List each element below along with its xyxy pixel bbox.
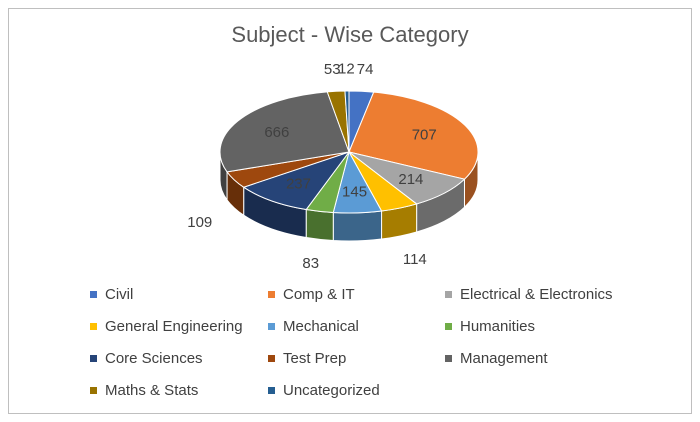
legend-swatch bbox=[445, 291, 452, 298]
legend-swatch bbox=[90, 323, 97, 330]
legend-swatch bbox=[445, 323, 452, 330]
pie-slice-side bbox=[332, 210, 383, 242]
legend-swatch bbox=[268, 387, 275, 394]
data-label: 237 bbox=[286, 176, 311, 193]
data-label: 707 bbox=[412, 126, 437, 143]
legend-label: Test Prep bbox=[283, 350, 347, 367]
legend-item: Uncategorized bbox=[268, 382, 380, 399]
data-label: 109 bbox=[187, 214, 212, 231]
legend-swatch bbox=[445, 355, 452, 362]
data-label: 145 bbox=[342, 184, 367, 201]
legend-item: General Engineering bbox=[90, 318, 243, 335]
data-label: 114 bbox=[403, 251, 427, 268]
legend-label: Electrical & Electronics bbox=[460, 286, 613, 303]
legend-label: Maths & Stats bbox=[105, 382, 199, 399]
legend-label: General Engineering bbox=[105, 318, 243, 335]
legend-label: Humanities bbox=[460, 318, 536, 335]
legend-label: Core Sciences bbox=[105, 350, 203, 367]
legend-label: Uncategorized bbox=[283, 382, 380, 399]
legend-label: Management bbox=[460, 350, 548, 367]
legend-item: Humanities bbox=[445, 318, 535, 335]
pie-slice bbox=[219, 91, 350, 173]
data-label: 74 bbox=[357, 61, 374, 78]
legend-swatch bbox=[90, 291, 97, 298]
data-label: 666 bbox=[264, 124, 289, 141]
pie-slice bbox=[242, 151, 351, 211]
legend-item: Test Prep bbox=[268, 350, 346, 367]
legend-label: Mechanical bbox=[283, 318, 359, 335]
data-label: 53 bbox=[324, 61, 341, 78]
legend-label: Comp & IT bbox=[283, 286, 355, 303]
legend-item: Mechanical bbox=[268, 318, 359, 335]
data-label: 214 bbox=[398, 171, 423, 188]
legend-swatch bbox=[268, 323, 275, 330]
legend-item: Electrical & Electronics bbox=[445, 286, 613, 303]
data-label: 12 bbox=[338, 61, 355, 78]
legend-item: Civil bbox=[90, 286, 133, 303]
legend-item: Management bbox=[445, 350, 548, 367]
legend-item: Maths & Stats bbox=[90, 382, 198, 399]
pie-slice bbox=[344, 90, 350, 153]
legend-swatch bbox=[268, 355, 275, 362]
chart-title: Subject - Wise Category bbox=[231, 22, 469, 47]
pie-slice bbox=[348, 91, 479, 180]
legend-swatch bbox=[268, 291, 275, 298]
data-label: 83 bbox=[302, 255, 319, 272]
legend-label: Civil bbox=[105, 286, 134, 303]
pie-slice-side bbox=[305, 208, 334, 242]
legend-item: Comp & IT bbox=[268, 286, 355, 303]
legend-swatch bbox=[90, 355, 97, 362]
legend-swatch bbox=[90, 387, 97, 394]
legend-item: Core Sciences bbox=[90, 350, 203, 367]
